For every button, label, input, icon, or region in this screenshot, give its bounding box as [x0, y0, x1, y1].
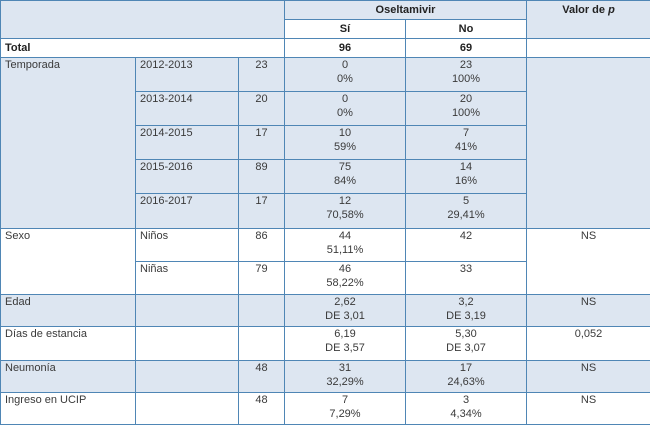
estancia-p: 0,052	[526, 326, 650, 361]
pvalue-header: Valor de p	[526, 0, 650, 39]
season-label: 2015-2016	[135, 159, 239, 194]
total-p	[526, 38, 650, 58]
season-n: 20	[238, 91, 285, 126]
edad-yes: 2,62 DE 3,01	[284, 294, 406, 327]
estancia-no: 5,30 DE 3,07	[404, 326, 528, 361]
table-row: Neumonía 48 31 32,29% 17 24,63% NS	[0, 360, 650, 393]
estancia-yes: 6,19 DE 3,57	[284, 326, 406, 361]
edad-p: NS	[526, 294, 650, 327]
season-yes: 12 70,58%	[284, 193, 406, 229]
season-n: 17	[238, 193, 285, 229]
neumonia-n: 48	[238, 360, 285, 393]
header-blank	[0, 0, 285, 39]
temporada-p	[526, 57, 650, 229]
no-header: No	[404, 19, 528, 39]
ucip-label: Ingreso en UCIP	[0, 392, 136, 425]
total-yes: 96	[284, 38, 406, 58]
season-no: 23 100%	[404, 57, 528, 92]
sexo-p: NS	[526, 228, 650, 295]
season-yes: 10 59%	[284, 125, 406, 160]
estancia-label: Días de estancia	[0, 326, 136, 361]
sexo-label: Sexo	[0, 228, 136, 295]
table-row: Niñas 79 46 58,22% 33	[1, 261, 650, 295]
sex-no: 33	[404, 261, 528, 295]
ucip-no: 3 4,34%	[404, 392, 528, 425]
season-label: 2014-2015	[135, 125, 239, 160]
season-yes: 75 84%	[284, 159, 406, 194]
season-no: 5 29,41%	[404, 193, 528, 229]
season-no: 14 16%	[404, 159, 528, 194]
sex-label: Niñas	[135, 261, 239, 295]
table-row: Temporada 2012-2013 23 0 0% 23 100%	[0, 57, 650, 229]
season-no: 20 100%	[404, 91, 528, 126]
neumonia-p: NS	[526, 360, 650, 393]
season-label: 2012-2013	[135, 57, 239, 92]
season-yes: 0 0%	[284, 57, 406, 92]
sex-no: 42	[404, 228, 528, 262]
total-label: Total	[0, 38, 285, 58]
season-label: 2013-2014	[135, 91, 239, 126]
total-no: 69	[404, 38, 528, 58]
ucip-yes: 7 7,29%	[284, 392, 406, 425]
neumonia-yes: 31 32,29%	[284, 360, 406, 393]
sex-n: 79	[238, 261, 285, 295]
yes-header: Sí	[284, 19, 406, 39]
sex-n: 86	[238, 228, 285, 262]
sex-yes: 46 58,22%	[284, 261, 406, 295]
ucip-p: NS	[526, 392, 650, 425]
table-row: Sexo Niños 86 44 51,11% 42 NS	[0, 228, 650, 295]
table-row: 2014-2015 17 10 59% 7 41%	[1, 125, 650, 160]
table-row: 2015-2016 89 75 84% 14 16%	[1, 159, 650, 194]
sex-label: Niños	[135, 228, 239, 262]
table-row: 2013-2014 20 0 0% 20 100%	[1, 91, 650, 126]
temporada-label: Temporada	[0, 57, 136, 229]
table-row: Ingreso en UCIP 48 7 7,29% 3 4,34% NS	[0, 392, 650, 425]
header-row: Oseltamivir Valor de p	[0, 0, 650, 39]
neumonia-label: Neumonía	[0, 360, 136, 393]
season-no: 7 41%	[404, 125, 528, 160]
neumonia-no: 17 24,63%	[404, 360, 528, 393]
ucip-n: 48	[238, 392, 285, 425]
edad-no: 3,2 DE 3,19	[404, 294, 528, 327]
table-row: Edad 2,62 DE 3,01 3,2 DE 3,19 NS	[0, 294, 650, 327]
season-n: 89	[238, 159, 285, 194]
season-n: 23	[238, 57, 285, 92]
season-yes: 0 0%	[284, 91, 406, 126]
header-subrow: Sí No	[1, 19, 650, 39]
sex-yes: 44 51,11%	[284, 228, 406, 262]
total-row: Total 96 69	[0, 38, 650, 58]
season-n: 17	[238, 125, 285, 160]
edad-label: Edad	[0, 294, 136, 327]
oseltamivir-header: Oseltamivir	[283, 0, 528, 20]
table-row: Días de estancia 6,19 DE 3,57 5,30 DE 3,07…	[0, 326, 650, 361]
season-label: 2016-2017	[135, 193, 239, 229]
